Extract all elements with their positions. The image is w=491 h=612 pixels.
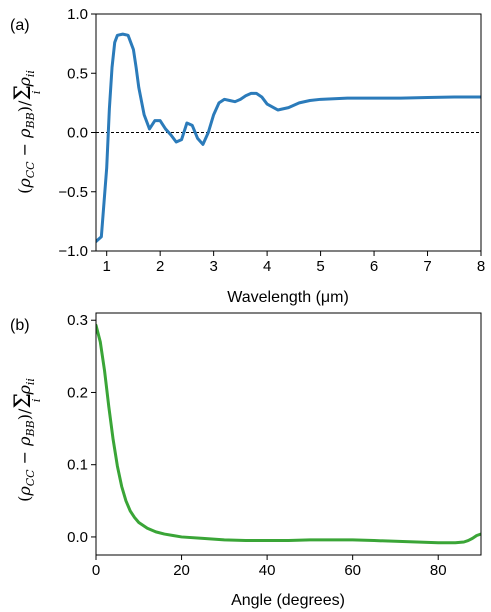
panel-b-series-line-0 <box>96 323 481 545</box>
panel-a-xtick-label-4: 5 <box>316 258 324 275</box>
panel-b-xlabel: Angle (degrees) <box>231 592 345 609</box>
panel-b-xtick-label-4: 80 <box>430 562 447 579</box>
panel-a-xtick-label-0: 1 <box>103 258 111 275</box>
panel-b-ytick-label-1: 0.1 <box>67 457 88 474</box>
panel-a-ylabel: (ρCC − ρBB)/Σiρii <box>11 70 43 194</box>
panel-a-xtick-label-5: 6 <box>370 258 378 275</box>
svg-text:(ρCC − ρBB)/Σiρii: (ρCC − ρBB)/Σiρii <box>11 378 43 502</box>
panel-a-ytick-label-1: −0.5 <box>58 184 88 201</box>
panel-a-xtick-label-6: 7 <box>423 258 431 275</box>
panel-b-xtick-label-2: 40 <box>259 562 276 579</box>
panel-a-xlabel: Wavelength (μm) <box>227 289 349 306</box>
panel-a-ytick-label-0: −1.0 <box>58 243 88 260</box>
panel-a-xtick-label-2: 3 <box>209 258 217 275</box>
panel-a-ytick-label-4: 1.0 <box>67 6 88 23</box>
panel-b-ylabel: (ρCC − ρBB)/Σiρii <box>11 378 43 502</box>
panel-b-frame <box>95 312 482 556</box>
panel-b-xtick-label-3: 60 <box>344 562 361 579</box>
panel-a-axes: 1 2 3 4 5 6 7 8 −1.0 −0.5 0.0 0.5 1.0 <box>58 6 485 275</box>
panel-b-ytick-label-0: 0.0 <box>67 529 88 546</box>
panel-a-xtick-label-1: 2 <box>156 258 164 275</box>
svg-text:(ρCC − ρBB)/Σiρii: (ρCC − ρBB)/Σiρii <box>11 70 43 194</box>
panel-a-ytick-label-2: 0.0 <box>67 125 88 142</box>
panel-a-xtick-label-3: 4 <box>263 258 271 275</box>
panel-b-xtick-label-1: 20 <box>173 562 190 579</box>
panel-b-ytick-label-2: 0.2 <box>67 384 88 401</box>
panel-a-label: (a) <box>10 17 30 34</box>
panel-b-xtick-label-0: 0 <box>92 562 100 579</box>
panel-b-label: (b) <box>10 317 30 334</box>
panel-a-ytick-label-3: 0.5 <box>67 65 88 82</box>
panel-a-xtick-label-7: 8 <box>477 258 485 275</box>
panel-b: (b) (ρCC − ρBB)/Σiρii 0 20 40 60 80 0.0 0.1 0.2… <box>10 312 482 609</box>
panel-a-series-line-0 <box>96 32 481 244</box>
panel-a: (a) (ρCC − ρBB)/Σiρii 1 2 3 4 5 6 7 8 −1.0 −0.5 0.… <box>10 6 485 306</box>
panel-b-ytick-label-3: 0.3 <box>67 312 88 329</box>
panel-b-axes: 0 20 40 60 80 0.0 0.1 0.2 0.3 <box>67 312 482 579</box>
